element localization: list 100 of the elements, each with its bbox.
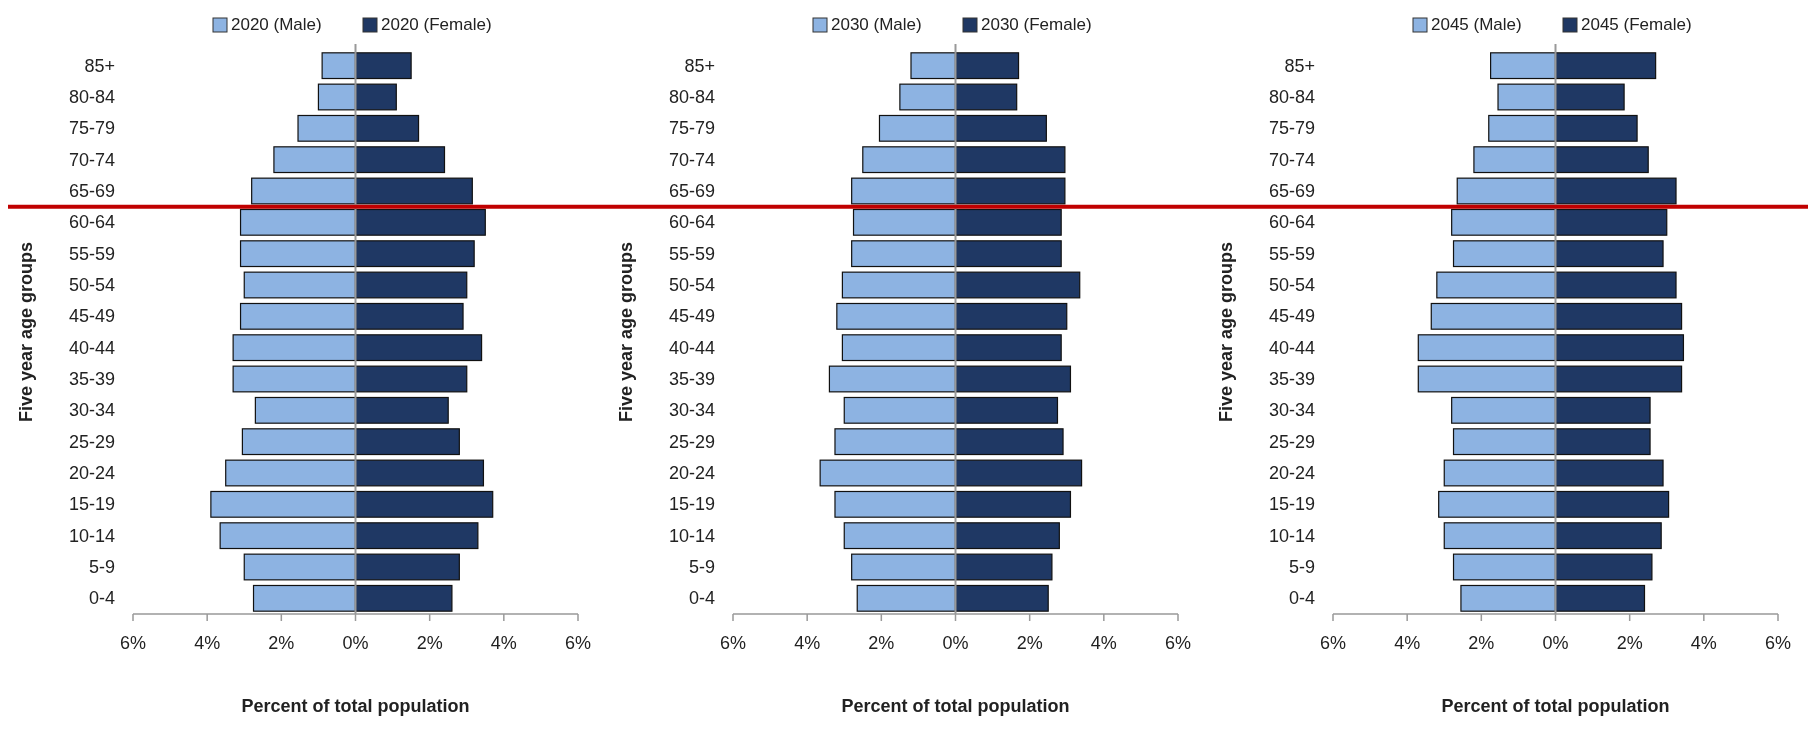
bar: [954, 83, 1018, 111]
bar: [1451, 396, 1557, 424]
bar: [819, 459, 957, 487]
y-tick-label: 70-74: [1268, 149, 1315, 170]
bar: [354, 177, 473, 205]
bar: [851, 177, 957, 205]
y-axis-title: Five year age groups: [16, 241, 36, 423]
bar: [954, 522, 1060, 550]
y-tick-label: 50-54: [668, 275, 715, 295]
y-tick-label: 10-14: [1268, 525, 1315, 546]
y-tick-label: 50-54: [1268, 275, 1315, 295]
bar: [1554, 428, 1651, 456]
y-tick-label: 55-59: [668, 243, 715, 264]
y-tick-label: 30-34: [1268, 400, 1315, 421]
x-axis-title: Percent of total population: [1441, 696, 1670, 716]
y-tick-label: 25-29: [1268, 431, 1315, 452]
x-tick-label: 6%: [719, 633, 747, 653]
bar: [317, 83, 357, 111]
y-tick-label: 10-14: [668, 525, 715, 546]
bar: [354, 365, 468, 393]
y-tick-label: 15-19: [68, 494, 115, 515]
y-tick-label: 5-9: [88, 557, 115, 577]
x-tick-label: 2%: [1016, 633, 1043, 653]
bar: [1554, 459, 1664, 487]
x-tick-label: 6%: [119, 633, 147, 653]
bar: [878, 114, 957, 142]
bar: [1456, 177, 1557, 205]
bar: [954, 334, 1062, 362]
bar: [210, 490, 357, 518]
y-tick-label: 60-64: [668, 212, 715, 233]
bar: [354, 553, 460, 581]
bar: [954, 271, 1081, 299]
y-tick-label: 0-4: [1288, 588, 1315, 609]
y-tick-label: 50-54: [68, 275, 115, 295]
bar: [954, 428, 1064, 456]
bar: [321, 52, 357, 80]
bar: [1554, 365, 1683, 393]
bar: [1554, 490, 1670, 518]
y-tick-label: 35-39: [1268, 369, 1315, 389]
x-tick-label: 2%: [1616, 633, 1643, 653]
bar: [1451, 208, 1557, 236]
y-tick-label: 45-49: [668, 306, 715, 327]
y-tick-label: 60-64: [1268, 212, 1315, 233]
legend-label: 2030 (Male): [831, 15, 922, 34]
bar: [297, 114, 357, 142]
bar: [1554, 114, 1638, 142]
bar: [834, 490, 957, 518]
y-tick-label: 85+: [684, 55, 715, 76]
y-tick-label: 60-64: [68, 212, 115, 233]
x-tick-label: 0%: [342, 633, 369, 653]
bar: [1438, 490, 1557, 518]
bar: [354, 52, 412, 80]
y-tick-label: 40-44: [1268, 337, 1315, 358]
bar: [354, 584, 453, 612]
bar: [251, 177, 357, 205]
bar: [1554, 334, 1685, 362]
bar: [1473, 146, 1557, 174]
y-tick-label: 0-4: [88, 588, 115, 609]
bar: [954, 114, 1047, 142]
bar: [1554, 240, 1664, 268]
bar: [851, 240, 957, 268]
bar: [834, 428, 957, 456]
bar: [1443, 459, 1557, 487]
bar: [354, 83, 397, 111]
bar: [354, 271, 468, 299]
bar: [1452, 240, 1557, 268]
bar: [851, 553, 957, 581]
y-tick-label: 65-69: [668, 181, 715, 201]
bar: [1554, 396, 1651, 424]
bar: [354, 114, 420, 142]
bar: [841, 334, 957, 362]
bar: [899, 83, 957, 111]
y-tick-label: 75-79: [68, 118, 115, 139]
bar: [1436, 271, 1557, 299]
legend-label: 2020 (Male): [231, 15, 322, 34]
y-tick-label: 70-74: [68, 149, 115, 170]
y-tick-label: 25-29: [668, 431, 715, 452]
y-tick-label: 65-69: [68, 181, 115, 201]
bar: [354, 459, 485, 487]
bar: [836, 302, 957, 330]
y-tick-label: 30-34: [68, 400, 115, 421]
bar: [354, 522, 479, 550]
bar: [954, 177, 1066, 205]
bar: [1554, 271, 1677, 299]
x-axis-title: Percent of total population: [841, 696, 1070, 716]
bar: [1460, 584, 1557, 612]
x-tick-label: 2%: [416, 633, 443, 653]
legend-label: 2045 (Male): [1431, 15, 1522, 34]
y-tick-label: 80-84: [668, 87, 715, 107]
bar: [910, 52, 957, 80]
bar: [252, 584, 357, 612]
y-tick-label: 15-19: [1268, 494, 1315, 515]
legend-label: 2045 (Female): [1581, 15, 1692, 34]
y-axis-title: Five year age groups: [616, 241, 636, 423]
bar: [243, 271, 357, 299]
bar: [828, 365, 957, 393]
bar: [239, 208, 357, 236]
x-tick-label: 6%: [564, 633, 592, 653]
y-tick-label: 40-44: [68, 337, 115, 358]
x-tick-label: 2%: [868, 633, 895, 653]
